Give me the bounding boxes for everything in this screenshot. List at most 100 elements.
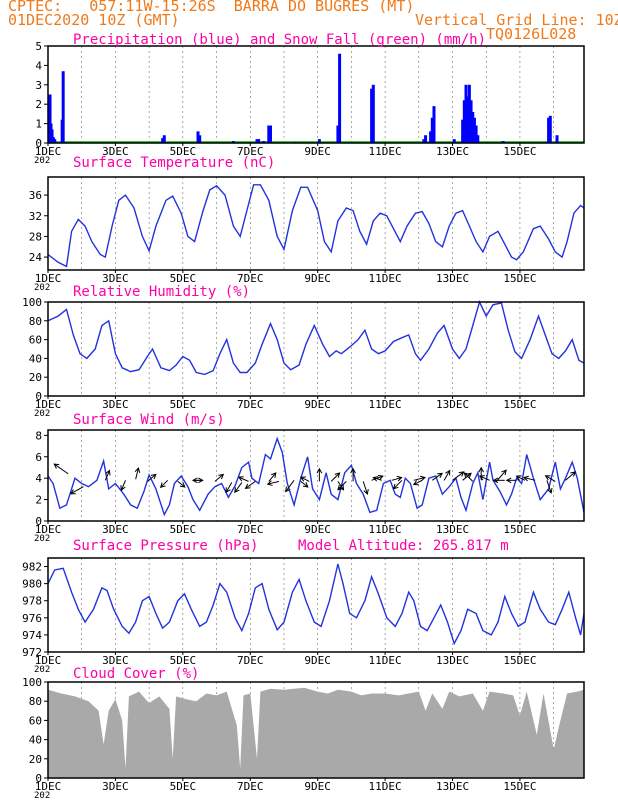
wind-arrow-head — [515, 475, 522, 481]
wind-arrow-head — [234, 487, 240, 494]
x-tick-label: 3DEC — [102, 654, 129, 667]
wind-arrow-head — [392, 483, 399, 490]
precip-bar — [474, 125, 478, 143]
y-tick-label: 40 — [29, 734, 42, 747]
y-tick-label: 100 — [22, 296, 42, 309]
wind-arrow-head — [105, 469, 111, 476]
y-tick-label: 80 — [29, 695, 42, 708]
precip-bar — [548, 115, 552, 143]
wind-arrow — [147, 474, 157, 482]
x-tick-label: 13DEC — [436, 780, 469, 793]
x-tick-label: 7DEC — [237, 398, 264, 411]
wind-arrow-head — [69, 489, 76, 495]
wind-arrow-head — [478, 475, 485, 481]
year-label: 202 — [34, 409, 50, 419]
wind-arrow — [268, 472, 277, 482]
x-tick-label: 15DEC — [503, 654, 536, 667]
y-tick-label: 0 — [35, 772, 42, 785]
wind-arrow — [546, 480, 552, 494]
x-tick-label: 11DEC — [369, 654, 402, 667]
year-label: 202 — [34, 283, 50, 293]
wind-arrow-head — [218, 473, 225, 480]
y-tick-label: 2 — [35, 98, 42, 111]
x-tick-label: 11DEC — [369, 523, 402, 536]
x-tick-label: 15DEC — [503, 780, 536, 793]
y-tick-label: 32 — [29, 210, 42, 223]
year-label: 202 — [34, 534, 50, 544]
wind-arrow — [104, 470, 110, 481]
wind-arrow-head — [419, 475, 426, 482]
wind-arrow — [452, 471, 465, 481]
wind-arrow — [214, 474, 224, 482]
header-grid-note: Vertical Grid Line: 10Z — [415, 11, 618, 29]
x-tick-label: 5DEC — [170, 272, 197, 285]
x-tick-label: 9DEC — [304, 398, 331, 411]
x-tick-label: 3DEC — [102, 145, 129, 158]
y-tick-label: 8 — [35, 429, 42, 442]
wind-arrow — [70, 486, 84, 495]
x-tick-label: 11DEC — [369, 272, 402, 285]
cloud-area — [48, 687, 584, 778]
x-tick-label: 7DEC — [237, 780, 264, 793]
y-tick-label: 1 — [35, 118, 42, 131]
y-tick-label: 4 — [35, 59, 42, 72]
precip-bar — [547, 117, 551, 143]
panel-frame — [47, 301, 585, 397]
wind-arrow-head — [302, 482, 309, 488]
wind-arrow-head — [505, 477, 512, 484]
precip-bar — [462, 100, 466, 143]
panel-frame — [47, 681, 585, 779]
wind-arrow — [495, 469, 507, 482]
wind-arrow-head — [350, 467, 356, 474]
y-tick-label: 80 — [29, 315, 42, 328]
wind-arrow-head — [463, 472, 470, 478]
header-datetime: 01DEC2020 10Z (GMT) — [8, 11, 180, 29]
wind-arrow-head — [544, 475, 551, 481]
y-tick-label: 0 — [35, 515, 42, 528]
wind-arrow-head — [363, 488, 369, 495]
precip-bar — [555, 135, 559, 143]
y-tick-label: 40 — [29, 352, 42, 365]
precip-bar — [268, 125, 272, 143]
precip-bar — [338, 53, 342, 144]
wind-arrow — [371, 475, 383, 481]
x-tick-label: 7DEC — [237, 145, 264, 158]
wind-arrow — [234, 482, 243, 493]
wind-arrow-head — [120, 485, 126, 492]
wind-arrow-head — [377, 474, 384, 481]
wind-line — [47, 436, 585, 517]
wind-arrow-head — [316, 467, 323, 474]
wind-arrow-head — [53, 463, 60, 469]
wind-arrow — [300, 480, 309, 488]
x-tick-label: 7DEC — [237, 523, 264, 536]
year-label: 202 — [34, 665, 50, 675]
y-tick-label: 972 — [22, 646, 42, 659]
y-tick-label: 6 — [35, 451, 42, 464]
precip-bar — [476, 135, 480, 143]
precip-bar — [429, 131, 433, 143]
wind-arrow-head — [492, 477, 499, 484]
y-tick-label: 100 — [22, 676, 42, 689]
precip-bar — [50, 129, 54, 143]
wind-arrow — [413, 479, 423, 485]
x-tick-label: 13DEC — [436, 145, 469, 158]
wind-arrow-head — [191, 477, 198, 484]
y-tick-label: 20 — [29, 371, 42, 384]
x-tick-label: 11DEC — [369, 398, 402, 411]
wind-arrow — [565, 471, 576, 481]
wind-arrow — [479, 475, 490, 481]
wind-arrow — [330, 472, 340, 482]
panel-frame — [47, 429, 585, 522]
precip-bar — [432, 106, 436, 143]
precip-bar — [336, 125, 340, 143]
wind-arrow-head — [179, 482, 186, 488]
precip-bar — [255, 139, 259, 143]
wind-arrow — [516, 475, 526, 481]
wind-arrow — [545, 475, 556, 482]
precip-bar — [430, 117, 434, 143]
precip-bar — [267, 125, 271, 143]
x-tick-label: 1DEC — [35, 145, 62, 158]
x-tick-label: 7DEC — [237, 654, 264, 667]
x-tick-label: 5DEC — [170, 398, 197, 411]
x-tick-label: 15DEC — [503, 145, 536, 158]
